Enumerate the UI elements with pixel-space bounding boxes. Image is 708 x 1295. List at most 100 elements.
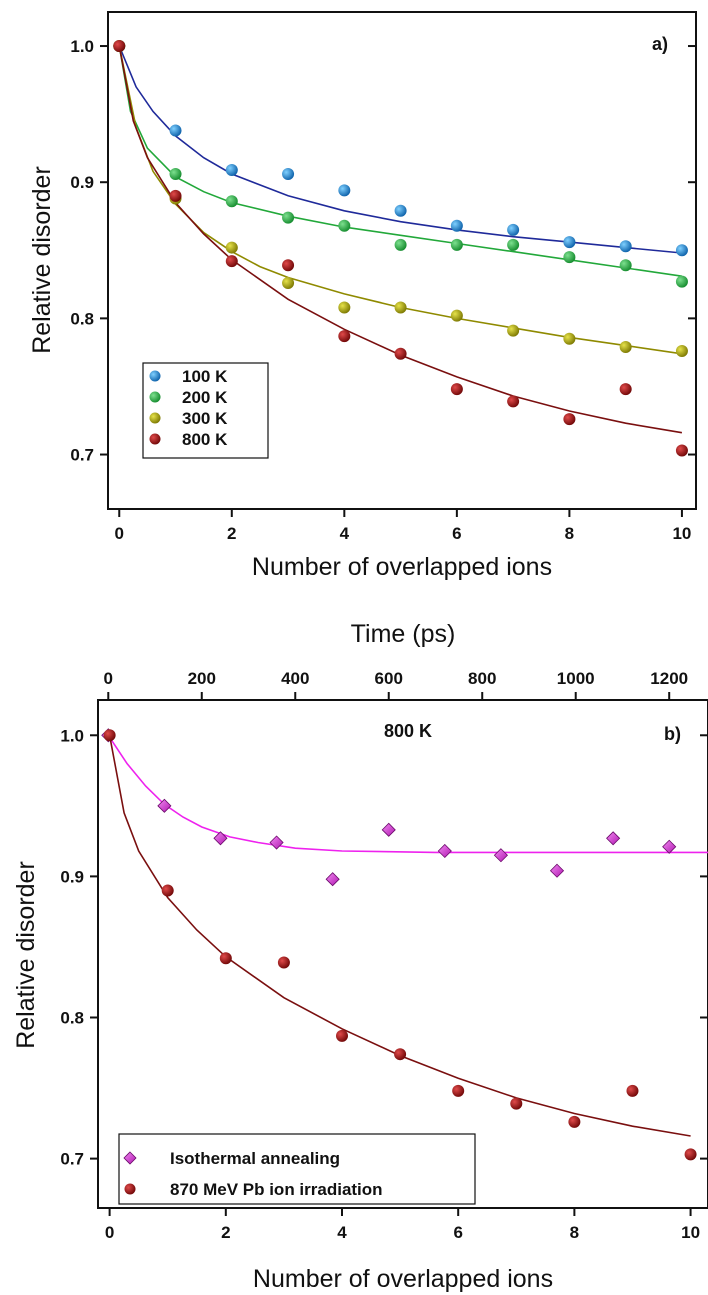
panel-a-ylabel: Relative disorder (28, 166, 56, 354)
data-point-isothermal-annealing (493, 848, 508, 863)
panel-b-label: b) (664, 724, 681, 744)
data-point-100-k (225, 163, 238, 176)
panel-b-x2tick-label: 1200 (650, 669, 688, 688)
panel-b-xtick-label: 0 (105, 1223, 114, 1242)
data-point-200-k (563, 251, 576, 264)
data-point-800-k (225, 255, 238, 268)
data-point-800-k (619, 383, 632, 396)
fit-line-isothermal-annealing (107, 734, 708, 854)
data-point-800-k (450, 383, 463, 396)
data-point-870-mev-pb-ion-irradiation (161, 884, 174, 897)
panel-a: a) 0 2 4 6 8 10 0.7 0.8 0.9 1.0 Relative disorder… (28, 11, 697, 581)
data-point-870-mev-pb-ion-irradiation (219, 952, 232, 965)
panel-b-x2tick-label: 400 (281, 669, 309, 688)
data-point-isothermal-annealing (325, 872, 340, 887)
panel-b-data-points (101, 728, 697, 1161)
panel-a-ytick-label: 0.7 (70, 446, 94, 465)
panel-b-annotation: 800 K (384, 721, 432, 741)
data-point-800-k (282, 259, 295, 272)
panel-b-legend: Isothermal annealing 870 MeV Pb ion irrad… (118, 1133, 476, 1205)
data-point-200-k (450, 238, 463, 251)
data-point-800-k (563, 413, 576, 426)
panel-b-x2tick-label: 0 (104, 669, 113, 688)
panel-b-xtick-label: 10 (681, 1223, 700, 1242)
panel-b-ytick-label: 0.9 (60, 867, 84, 886)
panel-b-x2tick-label: 1000 (557, 669, 595, 688)
data-point-isothermal-annealing (381, 822, 396, 837)
data-point-300-k (394, 301, 407, 314)
panel-a-xtick-label: 6 (452, 524, 461, 543)
panel-b-axes: 0 2 4 6 8 10 0.7 0.8 0.9 1.0 0 200 400 600 800 1000 1200 (60, 669, 708, 1242)
panel-b-ytick-label: 0.7 (60, 1150, 84, 1169)
panel-b-ytick-label: 0.8 (60, 1009, 84, 1028)
panel-b-xtick-label: 2 (221, 1223, 230, 1242)
fit-line-870-mev-pb-ion-irradiation (108, 735, 691, 1137)
data-point-300-k (450, 309, 463, 322)
data-point-100-k (619, 240, 632, 253)
panel-b-xtick-label: 4 (337, 1223, 347, 1242)
data-point-800-k (169, 189, 182, 202)
data-point-870-mev-pb-ion-irradiation (684, 1148, 697, 1161)
fit-line-100-k (118, 45, 682, 254)
legend-label-800-k: 800 K (182, 430, 228, 449)
legend-marker-300-k (149, 412, 161, 424)
legend-label-100-k: 100 K (182, 367, 228, 386)
legend-label-300-k: 300 K (182, 409, 228, 428)
data-point-300-k (282, 276, 295, 289)
panel-a-xtick-label: 0 (115, 524, 124, 543)
legend-marker-100-k (149, 370, 161, 382)
data-point-800-k (394, 347, 407, 360)
data-point-100-k (563, 236, 576, 249)
panel-a-ytick-label: 1.0 (70, 37, 94, 56)
panel-b-x2tick-label: 200 (188, 669, 216, 688)
data-point-870-mev-pb-ion-irradiation (626, 1084, 639, 1097)
data-point-isothermal-annealing (662, 839, 677, 854)
data-point-100-k (394, 204, 407, 217)
data-point-200-k (675, 275, 688, 288)
data-point-300-k (675, 345, 688, 358)
data-point-200-k (282, 211, 295, 224)
data-point-870-mev-pb-ion-irradiation (336, 1029, 348, 1042)
data-point-isothermal-annealing (437, 843, 452, 859)
data-point-100-k (507, 223, 520, 236)
panel-b-legend-entries: Isothermal annealing 870 MeV Pb ion irrad… (123, 1149, 383, 1199)
data-point-isothermal-annealing (157, 798, 172, 813)
panel-a-axes: 0 2 4 6 8 10 0.7 0.8 0.9 1.0 (70, 37, 696, 543)
data-point-300-k (338, 301, 351, 314)
data-point-870-mev-pb-ion-irradiation (103, 729, 116, 742)
data-point-300-k (225, 241, 238, 254)
data-point-100-k (450, 219, 463, 232)
data-point-870-mev-pb-ion-irradiation (394, 1048, 407, 1061)
data-point-100-k (169, 124, 182, 137)
panel-a-data-points (113, 40, 688, 457)
legend-label-200-k: 200 K (182, 388, 228, 407)
panel-b-ylabel: Relative disorder (12, 861, 40, 1049)
data-point-200-k (169, 168, 182, 181)
data-point-isothermal-annealing (606, 831, 621, 846)
data-point-100-k (338, 184, 351, 197)
data-point-870-mev-pb-ion-irradiation (568, 1115, 581, 1128)
panel-a-legend: 100 K 200 K 300 K 800 K (142, 362, 269, 459)
data-point-870-mev-pb-ion-irradiation (452, 1084, 465, 1097)
fit-line-800-k (118, 45, 683, 434)
data-point-200-k (507, 238, 520, 251)
panel-b-x2tick-label: 600 (375, 669, 403, 688)
panel-b-ytick-label: 1.0 (60, 726, 84, 745)
panel-a-xtick-label: 4 (340, 524, 350, 543)
legend-label-isothermal-annealing: Isothermal annealing (170, 1149, 340, 1168)
panel-a-ytick-label: 0.9 (70, 173, 94, 192)
data-point-800-k (507, 395, 520, 408)
panel-a-xlabel: Number of overlapped ions (252, 553, 552, 581)
panel-a-frame (107, 11, 697, 510)
panel-a-xtick-label: 2 (227, 524, 236, 543)
data-point-200-k (225, 195, 238, 208)
data-point-isothermal-annealing (549, 863, 565, 878)
panel-b-legend-box (118, 1133, 476, 1205)
panel-b-x2label: Time (ps) (351, 620, 456, 648)
data-point-100-k (675, 244, 688, 257)
data-point-isothermal-annealing (213, 831, 228, 846)
data-point-300-k (619, 340, 632, 353)
data-point-800-k (675, 444, 688, 457)
data-point-100-k (282, 168, 295, 181)
